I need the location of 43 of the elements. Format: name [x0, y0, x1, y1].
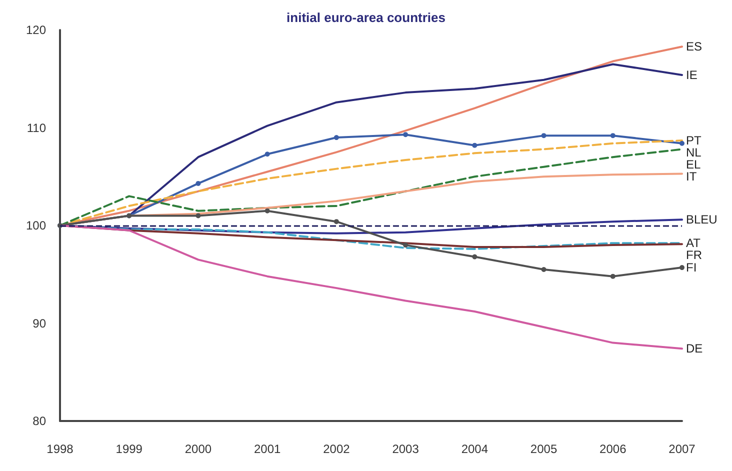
series-label: AT	[686, 236, 702, 250]
y-tick-label: 110	[26, 120, 46, 135]
series-label: IT	[686, 169, 698, 184]
point	[264, 208, 270, 214]
chart-title: initial euro-area countries	[286, 10, 446, 25]
point	[334, 219, 339, 224]
series-label: FI	[686, 260, 697, 275]
y-tick-label: 100	[26, 218, 46, 232]
y-tick-label: 80	[32, 414, 46, 428]
point	[541, 133, 546, 138]
x-tick-label: 1999	[116, 442, 143, 456]
x-tick-label: 2002	[323, 442, 350, 456]
x-tick-label: 2004	[461, 442, 488, 456]
series-label: PT	[686, 133, 702, 148]
x-tick-label: 2001	[254, 442, 282, 456]
point	[196, 180, 201, 186]
y-tick-label: 90	[32, 316, 46, 330]
point	[680, 140, 684, 146]
series-label: DE	[686, 342, 703, 356]
point	[472, 254, 478, 260]
point	[680, 265, 684, 270]
x-tick-label: 2000	[184, 442, 212, 456]
series-label: BLEU	[686, 212, 718, 227]
point	[264, 152, 270, 157]
point	[196, 213, 201, 218]
series-label: IE	[686, 68, 698, 82]
point	[610, 274, 616, 279]
point	[472, 142, 478, 148]
x-tick-label: 1998	[46, 442, 74, 456]
series-label: EL	[686, 157, 702, 172]
x-tick-label: 2003	[392, 442, 420, 456]
series-label: ES	[686, 40, 702, 54]
series-label: NL	[686, 145, 702, 160]
point	[610, 133, 616, 138]
point	[403, 242, 408, 248]
y-tick-label: 120	[26, 23, 46, 37]
point	[403, 132, 408, 138]
x-tick-label: 2007	[668, 442, 696, 456]
x-tick-label: 2006	[600, 442, 627, 456]
point	[541, 266, 546, 272]
point	[334, 135, 339, 140]
series-label: FR	[686, 248, 702, 262]
x-tick-label: 2005	[530, 442, 558, 456]
